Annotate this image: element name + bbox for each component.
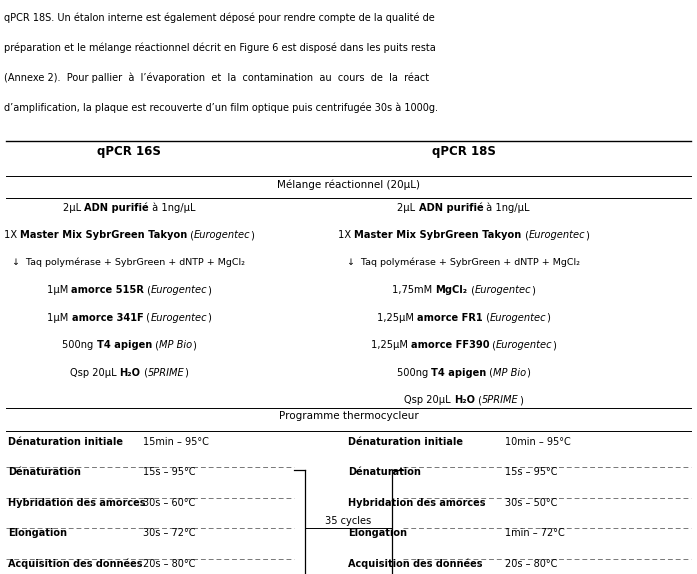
Text: qPCR 18S. Un étalon interne est également déposé pour rendre compte de la qualit: qPCR 18S. Un étalon interne est égalemen… (4, 13, 435, 23)
Text: amorce FF390: amorce FF390 (411, 340, 489, 350)
Text: (: ( (152, 340, 159, 350)
Text: 30s – 72°C: 30s – 72°C (143, 528, 195, 538)
Text: 1,25μM: 1,25μM (371, 340, 411, 350)
Text: (: ( (141, 368, 148, 378)
Text: 1μM: 1μM (47, 285, 71, 295)
Text: 15s – 95°C: 15s – 95°C (505, 467, 558, 477)
Text: 35 cycles: 35 cycles (325, 515, 372, 526)
Text: Hybridation des amorces: Hybridation des amorces (8, 498, 146, 507)
Text: ): ) (519, 395, 523, 405)
Text: ↓  Taq polymérase + SybrGreen + dNTP + MgCl₂: ↓ Taq polymérase + SybrGreen + dNTP + Mg… (347, 258, 580, 267)
Text: MP Bio: MP Bio (493, 368, 526, 378)
Text: ): ) (553, 340, 556, 350)
Text: Eurogentec: Eurogentec (194, 230, 250, 240)
Text: (: ( (468, 285, 475, 295)
Text: Dénaturation initiale: Dénaturation initiale (8, 437, 123, 447)
Text: Elongation: Elongation (8, 528, 68, 538)
Text: T4 apigen: T4 apigen (96, 340, 152, 350)
Text: ↓  Taq polymérase + SybrGreen + dNTP + MgCl₂: ↓ Taq polymérase + SybrGreen + dNTP + Mg… (13, 258, 245, 267)
Text: H₂O: H₂O (454, 395, 475, 405)
Text: Qsp 20μL: Qsp 20μL (70, 368, 119, 378)
Text: Eurogentec: Eurogentec (489, 313, 546, 323)
Text: 30s – 50°C: 30s – 50°C (505, 498, 558, 507)
Text: Eurogentec: Eurogentec (496, 340, 553, 350)
Text: amorce FR1: amorce FR1 (417, 313, 482, 323)
Text: qPCR 18S: qPCR 18S (431, 145, 496, 158)
Text: Eurogentec: Eurogentec (151, 313, 207, 323)
Text: (: ( (489, 340, 496, 350)
Text: MP Bio: MP Bio (159, 340, 192, 350)
Text: ADN purifié: ADN purifié (419, 203, 483, 213)
Text: 1min – 72°C: 1min – 72°C (505, 528, 565, 538)
Text: ): ) (546, 313, 550, 323)
Text: 1X: 1X (338, 230, 354, 240)
Text: 20s – 80°C: 20s – 80°C (505, 559, 558, 568)
Text: 10min – 95°C: 10min – 95°C (505, 437, 571, 447)
Text: (: ( (482, 313, 489, 323)
Text: ): ) (531, 285, 535, 295)
Text: Acquisition des données: Acquisition des données (8, 559, 143, 569)
Text: 15min – 95°C: 15min – 95°C (143, 437, 209, 447)
Text: 5PRIME: 5PRIME (148, 368, 184, 378)
Text: ): ) (192, 340, 196, 350)
Text: T4 apigen: T4 apigen (431, 368, 487, 378)
Text: Hybridation des amorces: Hybridation des amorces (348, 498, 486, 507)
Text: 2μL: 2μL (63, 203, 84, 212)
Text: ADN purifié: ADN purifié (84, 203, 148, 213)
Text: (: ( (475, 395, 482, 405)
Text: ): ) (207, 313, 210, 323)
Text: (: ( (144, 313, 151, 323)
Text: 1X: 1X (3, 230, 20, 240)
Text: 1μM: 1μM (47, 313, 72, 323)
Text: Dénaturation: Dénaturation (348, 467, 422, 477)
Text: préparation et le mélange réactionnel décrit en Figure 6 est disposé dans les pu: préparation et le mélange réactionnel dé… (4, 42, 436, 53)
Text: Eurogentec: Eurogentec (475, 285, 531, 295)
Text: (: ( (521, 230, 528, 240)
Text: 500ng: 500ng (397, 368, 431, 378)
Text: 20s – 80°C: 20s – 80°C (143, 559, 195, 568)
Text: 5PRIME: 5PRIME (482, 395, 519, 405)
Text: ): ) (184, 368, 188, 378)
Text: Mélange réactionnel (20μL): Mélange réactionnel (20μL) (277, 179, 420, 189)
Text: d’amplification, la plaque est recouverte d’un film optique puis centrifugée 30s: d’amplification, la plaque est recouvert… (4, 102, 438, 113)
Text: Eurogentec: Eurogentec (528, 230, 585, 240)
Text: 500ng: 500ng (62, 340, 96, 350)
Text: Eurogentec: Eurogentec (151, 285, 208, 295)
Text: (: ( (144, 285, 151, 295)
Text: 1,25μM: 1,25μM (377, 313, 417, 323)
Text: 1,75mM: 1,75mM (392, 285, 436, 295)
Text: ): ) (526, 368, 530, 378)
Text: Qsp 20μL: Qsp 20μL (404, 395, 454, 405)
Text: Programme thermocycleur: Programme thermocycleur (279, 411, 418, 421)
Text: amorce 341F: amorce 341F (72, 313, 144, 323)
Text: Dénaturation initiale: Dénaturation initiale (348, 437, 464, 447)
Text: (: ( (487, 368, 493, 378)
Text: Elongation: Elongation (348, 528, 408, 538)
Text: 15s – 95°C: 15s – 95°C (143, 467, 195, 477)
Text: (: ( (187, 230, 194, 240)
Text: Master Mix SybrGreen Takyon: Master Mix SybrGreen Takyon (20, 230, 187, 240)
Text: MgCl₂: MgCl₂ (436, 285, 468, 295)
Text: (Annexe 2).  Pour pallier  à  l’évaporation  et  la  contamination  au  cours  d: (Annexe 2). Pour pallier à l’évaporation… (4, 72, 429, 83)
Text: 30s – 60°C: 30s – 60°C (143, 498, 195, 507)
Text: Dénaturation: Dénaturation (8, 467, 82, 477)
Text: à 1ng/μL: à 1ng/μL (148, 203, 195, 213)
Text: Master Mix SybrGreen Takyon: Master Mix SybrGreen Takyon (354, 230, 521, 240)
Text: ): ) (250, 230, 254, 240)
Text: qPCR 16S: qPCR 16S (97, 145, 161, 158)
Text: ): ) (585, 230, 589, 240)
Text: 2μL: 2μL (397, 203, 419, 212)
Text: H₂O: H₂O (119, 368, 141, 378)
Text: ): ) (208, 285, 211, 295)
Text: Acquisition des données: Acquisition des données (348, 559, 483, 569)
Text: à 1ng/μL: à 1ng/μL (483, 203, 530, 213)
Text: amorce 515R: amorce 515R (71, 285, 144, 295)
